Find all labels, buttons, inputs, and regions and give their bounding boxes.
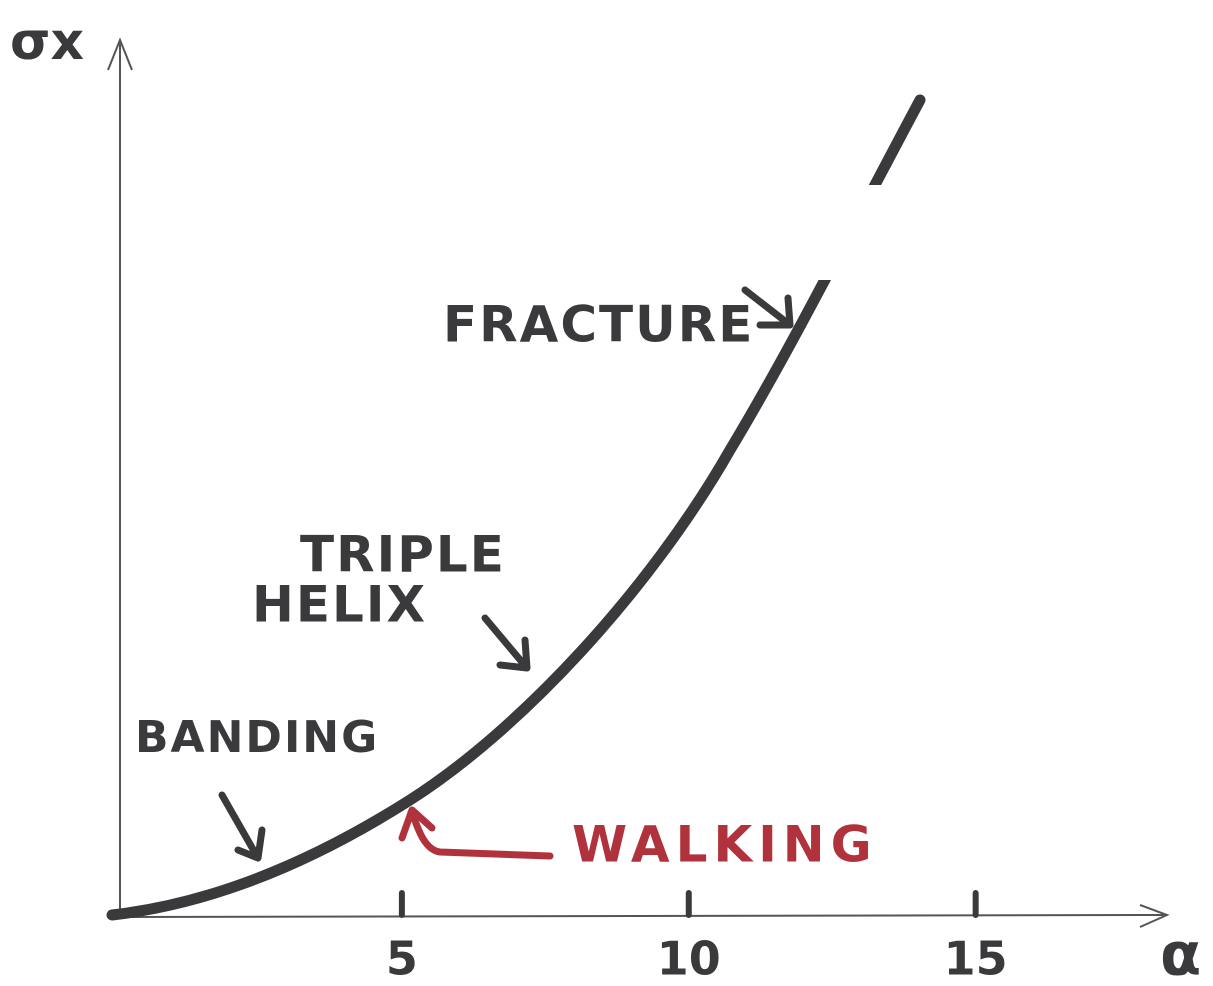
x-tick-label: 5 (386, 932, 418, 986)
annotation: TRIPLE (300, 526, 506, 584)
x-axis (109, 914, 1166, 918)
occlusion (485, 185, 1213, 280)
annotation: FRACTURE (443, 296, 754, 354)
x-tick-label: 15 (944, 932, 1008, 986)
y-axis-arrow (107, 37, 133, 71)
pointer-arrows (218, 286, 794, 862)
x-axis-arrow (1139, 904, 1170, 928)
curve (106, 94, 926, 921)
annotation: BANDING (135, 712, 379, 763)
x-tick-label: 10 (657, 932, 721, 986)
annotation: WALKING (572, 816, 878, 874)
annotation: HELIX (252, 576, 427, 634)
x-axis-label: α (1160, 920, 1201, 986)
y-axis-label: σx (10, 12, 84, 72)
